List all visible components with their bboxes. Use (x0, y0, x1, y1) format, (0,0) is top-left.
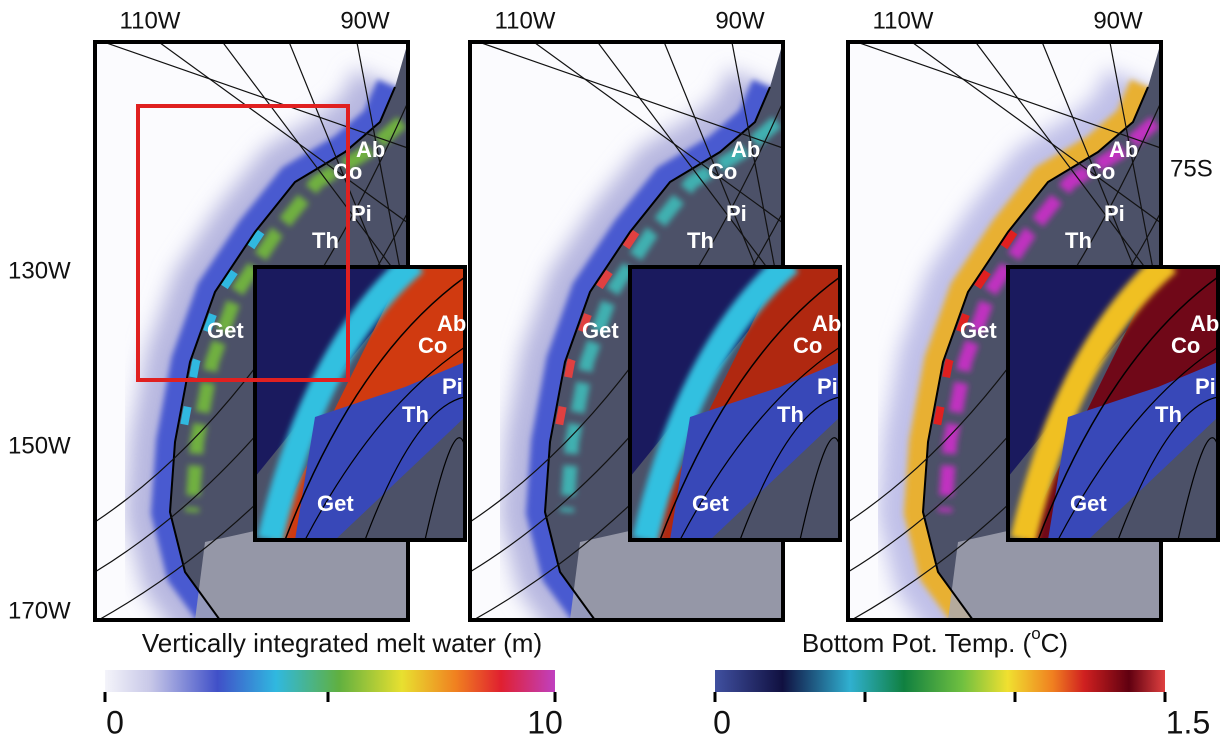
colorbar (715, 670, 1165, 692)
colorbar-tick-label: 0 (713, 704, 731, 740)
inset-label: Pi (817, 374, 838, 399)
inset (630, 262, 840, 540)
left-label: 130W (8, 257, 71, 284)
map-label: Get (582, 318, 619, 343)
map-label: Get (960, 318, 997, 343)
inset-label: Get (317, 491, 354, 516)
top-label: 110W (495, 7, 556, 34)
inset-label: Co (418, 333, 447, 358)
inset-label: Pi (1195, 374, 1216, 399)
title-part: Bottom Pot. Temp. ( (802, 628, 1032, 658)
left-label: 150W (8, 432, 71, 459)
left-label: 170W (8, 597, 71, 624)
title-sup: o (1031, 624, 1040, 643)
inset-label: Th (777, 402, 804, 427)
top-label: 110W (120, 7, 181, 34)
map-label: Th (312, 228, 339, 253)
map-label: Th (687, 228, 714, 253)
figure: 110W90WAbCoPiThGetAbCoPiThGet110W90WAbCo… (0, 0, 1231, 749)
inset-label: Th (1155, 402, 1182, 427)
top-label: 90W (715, 7, 765, 34)
map-label: Co (1086, 159, 1115, 184)
inset-label: Get (1070, 491, 1107, 516)
inset-label: Th (402, 402, 429, 427)
map-label: Pi (726, 201, 747, 226)
inset-label: Co (793, 333, 822, 358)
inset-label: Get (692, 491, 729, 516)
inset (1008, 262, 1218, 540)
map-label: Pi (1104, 201, 1125, 226)
top-label: 90W (340, 7, 390, 34)
colorbar-title: Bottom Pot. Temp. (oC) (802, 624, 1068, 657)
map-label: Co (708, 159, 737, 184)
inset-label: Pi (442, 374, 463, 399)
top-label: 90W (1093, 7, 1143, 34)
right-label: 75S (1170, 155, 1213, 182)
colorbar-tick-label: 1.5 (1166, 704, 1210, 740)
map-label: Th (1065, 228, 1092, 253)
top-label: 110W (873, 7, 934, 34)
inset (255, 262, 465, 540)
map-label: Get (207, 318, 244, 343)
map-label: Pi (351, 201, 372, 226)
colorbar-title: Vertically integrated melt water (m) (142, 628, 542, 658)
colorbar (105, 670, 555, 692)
colorbar-tick-label: 10 (527, 704, 563, 740)
title-part: C) (1041, 628, 1068, 658)
colorbar-tick-label: 0 (106, 704, 124, 740)
inset-label: Co (1171, 333, 1200, 358)
